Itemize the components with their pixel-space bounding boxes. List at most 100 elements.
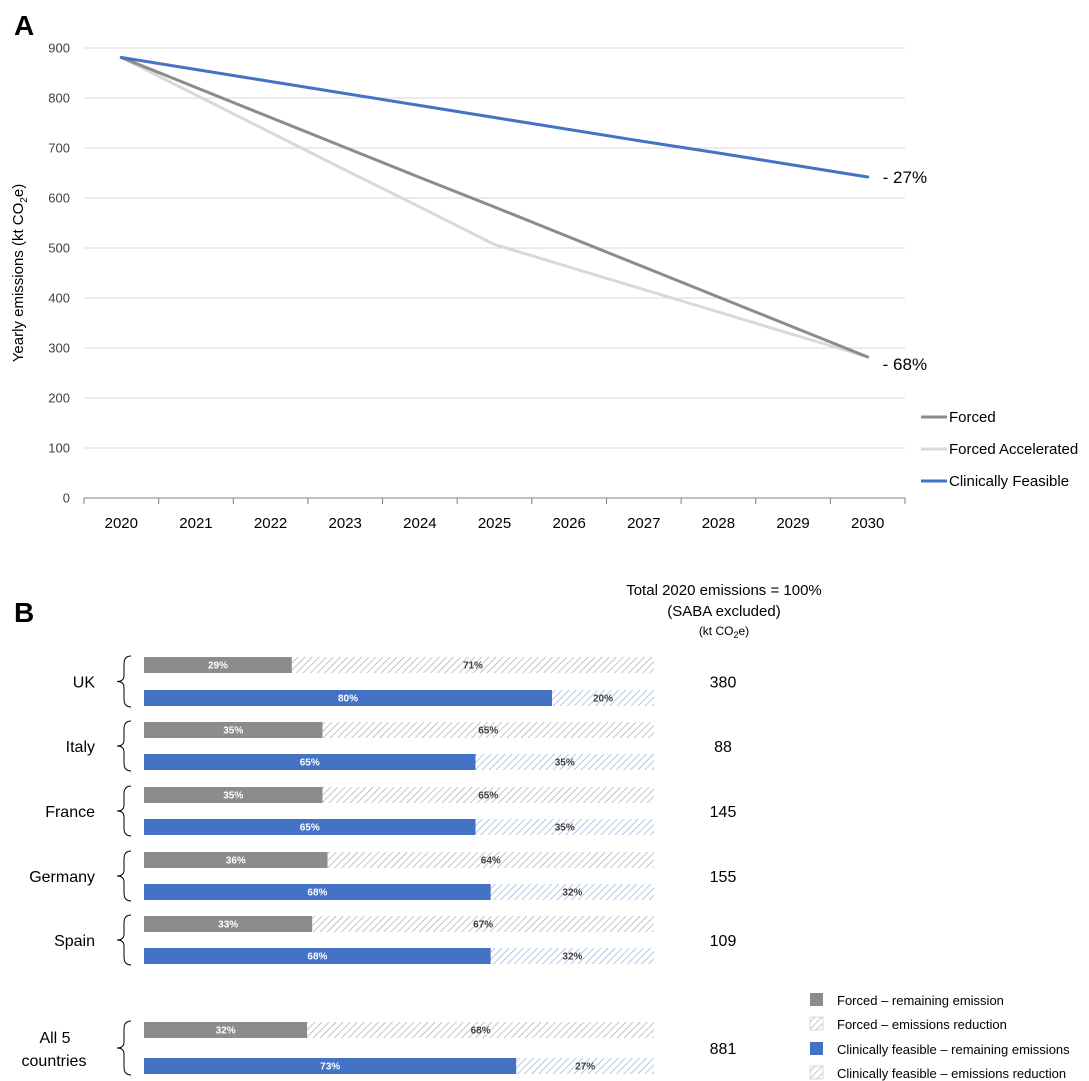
clinical-reduction-label: 32% [562, 888, 582, 899]
y-tick-label: 100 [48, 441, 70, 456]
annotation-clinically-feasible: - 27% [883, 168, 927, 187]
x-tick-label: 2021 [179, 515, 212, 532]
legend-swatch [809, 1065, 824, 1080]
country-label: France [45, 804, 95, 821]
legend-swatch [810, 993, 823, 1006]
y-tick-label: 0 [63, 491, 70, 506]
forced-reduction-bar [327, 852, 654, 868]
y-tick-label: 300 [48, 341, 70, 356]
x-tick-label: 2030 [851, 515, 884, 532]
clinical-remaining-bar [144, 819, 476, 835]
forced-reduction-label: 64% [481, 856, 501, 867]
forced-remaining-label: 29% [208, 661, 228, 672]
clinical-reduction-bar [552, 690, 654, 706]
legend-label: Forced – emissions reduction [837, 1017, 1007, 1032]
forced-reduction-bar [307, 1022, 654, 1038]
forced-reduction-label: 65% [478, 791, 498, 802]
total-emissions-value: 380 [710, 675, 737, 692]
header-line-1: Total 2020 emissions = 100% [626, 582, 822, 599]
y-axis-title: Yearly emissions (kt CO2e) [10, 184, 30, 362]
y-axis-title-subscript: 2 [19, 197, 30, 203]
clinical-remaining-label: 68% [307, 888, 327, 899]
clinical-reduction-label: 20% [593, 694, 613, 705]
legend-swatch [809, 1016, 824, 1031]
clinical-reduction-label: 32% [562, 952, 582, 963]
forced-remaining-bar [144, 852, 328, 868]
total-emissions-value: 109 [710, 933, 737, 950]
total-emissions-value: 88 [714, 739, 732, 756]
y-axis-title-main: Yearly emissions (kt CO [10, 203, 27, 363]
country-label: Italy [66, 739, 95, 756]
legend-label: Forced Accelerated [949, 441, 1078, 458]
y-tick-label: 600 [48, 191, 70, 206]
series-line-forced-accelerated [119, 56, 870, 359]
clinical-remaining-bar [144, 1058, 517, 1074]
clinical-reduction-bar [475, 819, 654, 835]
clinical-remaining-label: 65% [300, 823, 320, 834]
forced-reduction-label: 67% [473, 920, 493, 931]
legend-label: Clinically feasible – emissions reductio… [837, 1066, 1066, 1081]
x-tick-label: 2022 [254, 515, 287, 532]
group-brace [116, 720, 132, 772]
x-tick-label: 2028 [702, 515, 735, 532]
header-unit-main: (kt CO [699, 624, 734, 638]
forced-remaining-bar [144, 657, 292, 673]
forced-remaining-bar [144, 722, 323, 738]
country-label: Germany [29, 869, 95, 886]
forced-reduction-bar [312, 916, 654, 932]
x-tick-label: 2023 [329, 515, 362, 532]
total-emissions-value: 155 [710, 869, 737, 886]
total-emissions-value: 145 [710, 804, 737, 821]
clinical-reduction-bar [490, 884, 654, 900]
clinical-reduction-bar [490, 948, 654, 964]
y-tick-label: 200 [48, 391, 70, 406]
group-brace [116, 655, 132, 708]
clinical-remaining-bar [144, 948, 491, 964]
panel-a-label: A [14, 10, 34, 41]
clinical-reduction-bar [475, 754, 654, 770]
clinical-remaining-label: 68% [307, 952, 327, 963]
x-tick-label: 2024 [403, 515, 436, 532]
y-axis-title-tail: e) [10, 184, 27, 197]
header-unit-subscript: 2 [733, 630, 738, 640]
x-tick-label: 2025 [478, 515, 511, 532]
group-brace [116, 914, 132, 966]
clinical-reduction-label: 35% [555, 758, 575, 769]
group-brace [116, 785, 132, 837]
clinical-remaining-bar [144, 690, 552, 706]
x-tick-label: 2029 [776, 515, 809, 532]
forced-remaining-bar [144, 1022, 308, 1038]
legend-label: Forced – remaining emission [837, 993, 1004, 1008]
clinical-remaining-bar [144, 754, 476, 770]
forced-remaining-bar [144, 787, 323, 803]
forced-reduction-bar [322, 787, 654, 803]
total-emissions-value: 881 [710, 1041, 737, 1058]
y-tick-label: 800 [48, 91, 70, 106]
series-line-forced [119, 56, 870, 359]
forced-reduction-bar [322, 722, 654, 738]
clinical-remaining-bar [144, 884, 491, 900]
forced-reduction-bar [291, 657, 654, 673]
header-unit-tail: e) [739, 624, 750, 638]
series-line-clinically-feasible [119, 56, 870, 179]
x-tick-label: 2026 [552, 515, 585, 532]
x-tick-label: 2027 [627, 515, 660, 532]
group-brace [116, 1020, 132, 1076]
forced-reduction-label: 71% [463, 661, 483, 672]
header-line-2: (SABA excluded) [667, 603, 780, 620]
y-tick-label: 700 [48, 141, 70, 156]
clinical-reduction-label: 35% [555, 823, 575, 834]
country-label: countries [22, 1053, 87, 1070]
forced-remaining-label: 35% [223, 791, 243, 802]
panel-b-label: B [14, 597, 34, 628]
y-tick-label: 500 [48, 241, 70, 256]
x-tick-label: 2020 [105, 515, 138, 532]
line-chart: 0 100 200 300 400 500 600 700 800 900 2020 2021 2022… [10, 41, 1078, 533]
clinical-remaining-label: 65% [300, 758, 320, 769]
legend-label: Clinically Feasible [949, 473, 1069, 490]
forced-remaining-label: 33% [218, 920, 238, 931]
group-brace [116, 850, 132, 902]
forced-remaining-label: 32% [216, 1026, 236, 1037]
forced-reduction-label: 65% [478, 726, 498, 737]
